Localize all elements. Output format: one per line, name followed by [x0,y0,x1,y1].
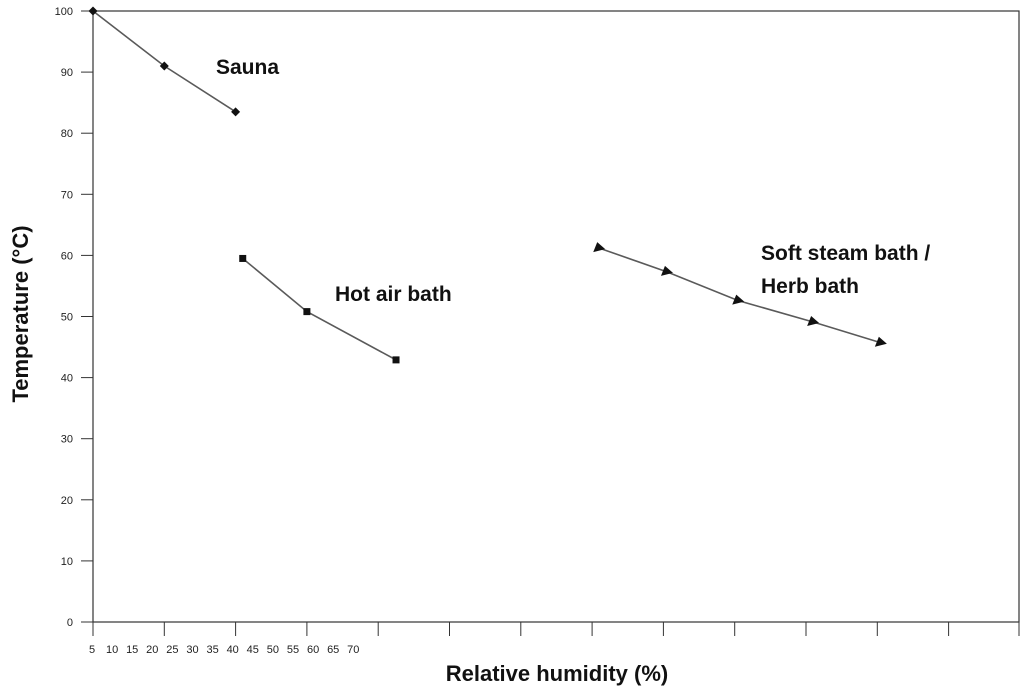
soft-steam-bath-herb-bath-point [732,294,745,305]
y-axis-title: Temperature (°C) [8,225,33,402]
hot-air-bath-line [242,257,397,361]
sauna-line [92,10,237,113]
y-tick-label: 100 [55,6,73,18]
y-axis-ticks: 0 10 20 30 40 50 60 70 80 90 100 [55,6,93,629]
series-layer [88,6,887,364]
series-label-soft-steam-bath-line-1: Soft steam bath / [761,242,930,265]
x-tick-label: 50 [267,644,279,656]
x-tick-label: 40 [227,644,239,656]
y-tick-label: 20 [61,495,73,507]
x-tick-label: 30 [186,644,198,656]
x-tick-label: 45 [247,644,259,656]
y-tick-label: 70 [61,189,73,201]
x-axis-ticks: 5 10 15 20 25 30 35 40 45 50 55 60 65 70 [89,622,1020,656]
x-tick-label: 70 [347,644,359,656]
x-tick-label: 60 [307,644,319,656]
y-tick-label: 80 [61,128,73,140]
y-tick-label: 30 [61,434,73,446]
sauna-point [231,107,241,117]
y-tick-label: 10 [61,556,73,568]
hot-air-bath-point [392,356,400,364]
series-label-sauna: Sauna [216,56,279,79]
x-tick-label: 20 [146,644,158,656]
series-label-soft-steam-bath: Soft steam bath / Herb bath [761,242,936,298]
x-tick-label: 35 [206,644,218,656]
x-axis-title: Relative humidity (%) [446,661,668,686]
soft-steam-bath-herb-bath-point [807,315,820,326]
series-label-hot-air-bath: Hot air bath [335,283,452,306]
x-tick-label: 55 [287,644,299,656]
soft-steam-bath-herb-bath-point [874,336,887,347]
sauna-point [88,6,98,16]
x-tick-label: 65 [327,644,339,656]
hot-air-bath-point [303,308,311,316]
soft-steam-bath-herb-bath-point [593,242,606,253]
plot-frame [92,10,1020,623]
series-label-soft-steam-bath-line-2: Herb bath [761,275,859,298]
y-tick-label: 40 [61,373,73,385]
x-tick-label: 10 [106,644,118,656]
x-tick-label: 15 [126,644,138,656]
y-tick-label: 90 [61,67,73,79]
y-tick-label: 0 [67,617,73,629]
y-tick-label: 60 [61,250,73,262]
sauna-point [159,61,169,71]
x-tick-label: 25 [166,644,178,656]
y-tick-label: 50 [61,312,73,324]
soft-steam-bath-herb-bath-point [660,265,673,276]
x-tick-label: 5 [89,644,95,656]
hot-air-bath-point [239,254,247,262]
